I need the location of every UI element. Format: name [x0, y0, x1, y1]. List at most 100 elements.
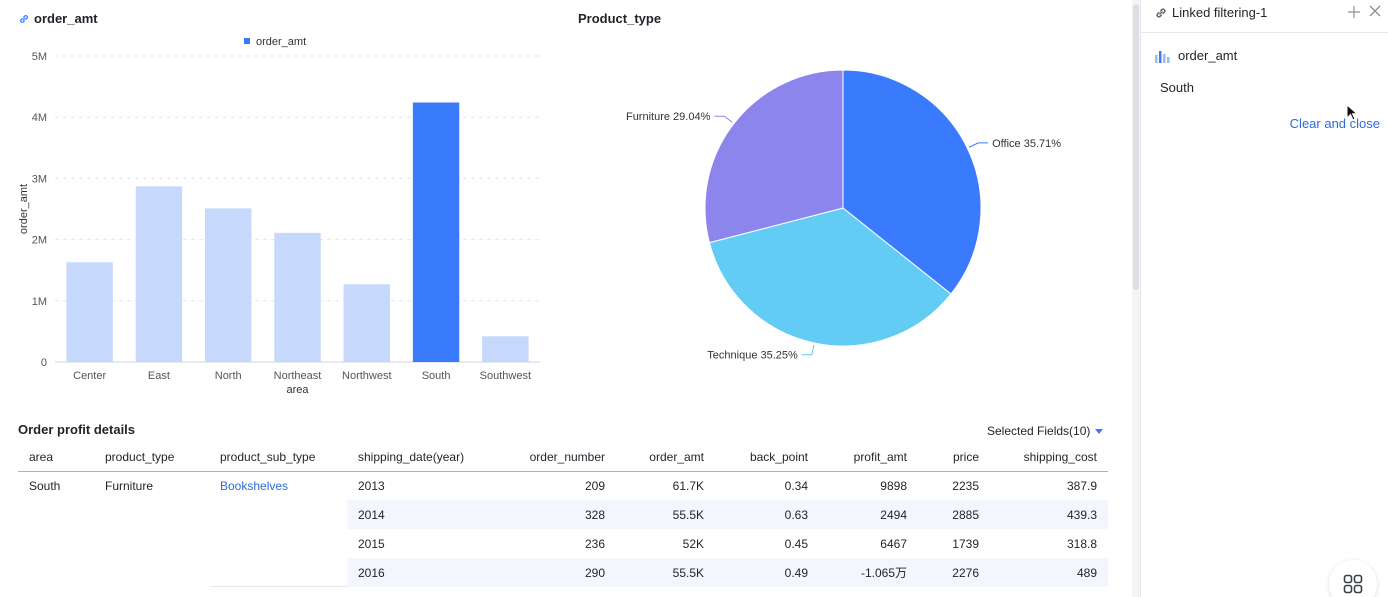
- y-tick-label: 0: [41, 357, 47, 369]
- caret-down-icon: [1095, 428, 1104, 434]
- table-cell: 290: [485, 558, 616, 587]
- column-header[interactable]: area: [18, 443, 94, 472]
- pie-slice-technique: [708, 207, 952, 347]
- table-cell: [209, 529, 347, 558]
- table-header-row: area product_type product_sub_type shipp…: [18, 443, 1108, 472]
- table-cell: 439.3: [990, 500, 1108, 529]
- x-tick-label: Northeast: [274, 370, 322, 382]
- pie-slice-label: Technique 35.25%: [707, 350, 798, 362]
- column-header[interactable]: profit_amt: [819, 443, 918, 472]
- table-cell: Furniture: [105, 478, 154, 493]
- table-cell: 236: [584, 536, 605, 551]
- pie-slice-label: Furniture 29.04%: [626, 111, 711, 123]
- bar-center: [66, 262, 113, 362]
- table-cell: 387.9: [1066, 478, 1097, 493]
- bar-north: [205, 208, 252, 362]
- pie-leader-line: [714, 115, 733, 123]
- pie-leader-line: [801, 344, 815, 356]
- table-cell-link[interactable]: Bookshelves: [220, 478, 289, 493]
- table-row: South Furniture Bookshelves 2013 209 61.…: [18, 471, 1108, 500]
- x-axis-label: area: [286, 384, 309, 396]
- table-cell: 0.63: [715, 500, 819, 529]
- pie-card-title-text: Product_type: [578, 11, 662, 26]
- pie-leader-line: [968, 142, 989, 148]
- bar-chart-icon: [1155, 50, 1170, 63]
- x-tick-label: Southwest: [480, 370, 531, 382]
- bar-south: [412, 102, 460, 363]
- filter-value[interactable]: South: [1160, 80, 1194, 95]
- table-cell: 2235: [952, 478, 979, 493]
- y-axis-label: order_amt: [18, 184, 30, 234]
- pin-icon[interactable]: [1347, 5, 1361, 19]
- scrollbar-thumb[interactable]: [1133, 4, 1139, 290]
- filter-field-label: order_amt: [1178, 48, 1238, 63]
- table-cell: 328: [485, 500, 616, 529]
- table-cell: 2015: [358, 536, 385, 551]
- column-header[interactable]: product_sub_type: [209, 443, 347, 472]
- y-tick-label: 2M: [32, 235, 47, 247]
- x-tick-label: East: [148, 370, 170, 382]
- pie-slice-furniture: [704, 69, 844, 244]
- panel-title: Linked filtering-1: [1172, 5, 1268, 20]
- table-cell: 318.8: [1066, 536, 1097, 551]
- legend-label: order_amt: [256, 36, 306, 48]
- column-header[interactable]: shipping_cost: [990, 443, 1108, 472]
- table-cell: [94, 529, 209, 558]
- grid-icon: [1343, 574, 1363, 594]
- y-tick-label: 3M: [32, 173, 47, 185]
- table-row: 2014 328 55.5K 0.63 2494 2885 439.3: [18, 500, 1108, 529]
- clear-and-close-link[interactable]: Clear and close: [1289, 116, 1380, 131]
- vertical-scrollbar[interactable]: [1132, 0, 1140, 597]
- table-cell: -1.065万: [819, 558, 918, 587]
- table-cell: 6467: [880, 536, 907, 551]
- table-cell: [94, 558, 209, 587]
- selected-fields-label: Selected Fields(10): [987, 424, 1091, 438]
- column-header[interactable]: price: [918, 443, 990, 472]
- table-cell: 2494: [819, 500, 918, 529]
- chart-legend: order_amt: [244, 36, 306, 48]
- y-tick-label: 5M: [32, 51, 47, 63]
- table-cell: 489: [990, 558, 1108, 587]
- pie-slice-label: Office 35.71%: [992, 138, 1061, 150]
- link-icon: [20, 14, 28, 23]
- close-icon[interactable]: [1368, 4, 1382, 18]
- column-header[interactable]: back_point: [715, 443, 819, 472]
- mouse-cursor-icon: [1346, 104, 1358, 121]
- selected-fields-dropdown[interactable]: Selected Fields(10): [987, 424, 1104, 438]
- y-tick-label: 1M: [32, 296, 47, 308]
- x-tick-label: Northwest: [342, 370, 392, 382]
- bar-chart: order_amt 0 1M 2M 3M 4M 5M Center East North North…: [18, 36, 540, 396]
- bar-southwest: [482, 336, 529, 362]
- linked-filter-panel: Linked filtering-1 order_amt South Clear…: [1140, 0, 1388, 597]
- order-profit-table: area product_type product_sub_type shipp…: [18, 443, 1108, 587]
- bar-northwest: [343, 284, 390, 362]
- column-header[interactable]: order_amt: [616, 443, 715, 472]
- table-cell: 2014: [347, 500, 485, 529]
- pie-slice-office: [842, 69, 982, 295]
- column-header[interactable]: product_type: [94, 443, 209, 472]
- table-cell: 0.45: [784, 536, 808, 551]
- table-cell: [209, 500, 347, 529]
- table-cell: [18, 529, 94, 558]
- column-header[interactable]: shipping_date(year): [347, 443, 485, 472]
- apps-button[interactable]: [1329, 560, 1377, 597]
- filter-field: order_amt: [1154, 48, 1237, 63]
- merged-cell-divider: [210, 586, 347, 587]
- x-tick-label: South: [422, 370, 451, 382]
- bar-northeast: [274, 232, 321, 362]
- table-cell: South: [29, 478, 61, 493]
- table-cell: 52K: [682, 536, 704, 551]
- dashboard-canvas: order_amt order_amt 0 1M 2M 3M 4M 5M Center East…: [18, 11, 1108, 587]
- table-cell: 1739: [952, 536, 979, 551]
- table-cell: 209: [584, 478, 605, 493]
- column-header[interactable]: order_number: [485, 443, 616, 472]
- panel-header: Linked filtering-1: [1141, 0, 1388, 33]
- bar-card-title: order_amt: [18, 11, 98, 26]
- legend-swatch: [244, 38, 250, 44]
- table-cell: 2276: [918, 558, 990, 587]
- table-cell: 55.5K: [616, 558, 715, 587]
- bar-card-title-text: order_amt: [34, 11, 98, 26]
- table-cell: 0.49: [715, 558, 819, 587]
- table-cell: 2885: [918, 500, 990, 529]
- table-cell: [209, 558, 347, 587]
